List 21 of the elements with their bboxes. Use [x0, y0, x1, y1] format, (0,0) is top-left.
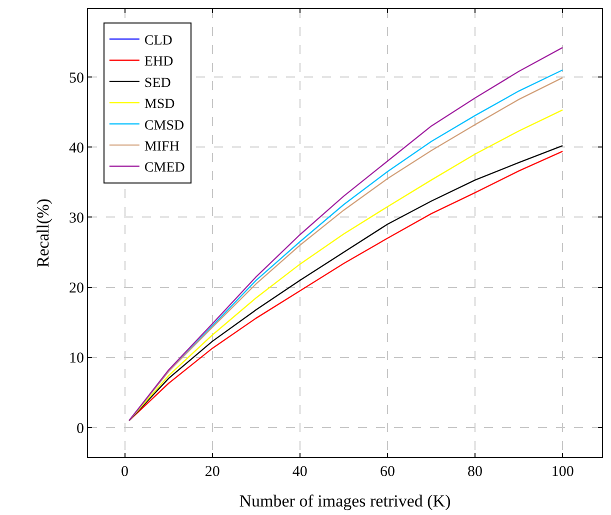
x-tick-label: 20 — [204, 464, 220, 480]
y-tick-label: 30 — [69, 210, 84, 226]
y-tick-label: 0 — [76, 420, 84, 437]
legend-label: SED — [144, 76, 171, 91]
x-axis-title: Number of images retrived (K) — [239, 491, 451, 510]
y-tick-label: 10 — [69, 350, 84, 367]
y-tick-label: 20 — [69, 280, 84, 297]
y-tick-label: 40 — [69, 140, 84, 156]
x-tick-label: 80 — [468, 464, 483, 480]
legend-label: MIFH — [144, 140, 180, 154]
y-axis-title: Recall(%) — [34, 198, 53, 268]
x-tick-label: 100 — [551, 464, 574, 480]
x-tick-label: 0 — [121, 464, 129, 480]
x-tick-label: 40 — [292, 464, 308, 480]
y-tick-label: 50 — [69, 70, 84, 86]
legend-label: CMSD — [144, 118, 184, 134]
legend-label: EHD — [144, 54, 174, 70]
x-tick-label: 60 — [380, 464, 395, 480]
legend-label: CLD — [144, 34, 172, 48]
legend-label: MSD — [144, 97, 175, 112]
legend-label: CMED — [144, 160, 185, 176]
